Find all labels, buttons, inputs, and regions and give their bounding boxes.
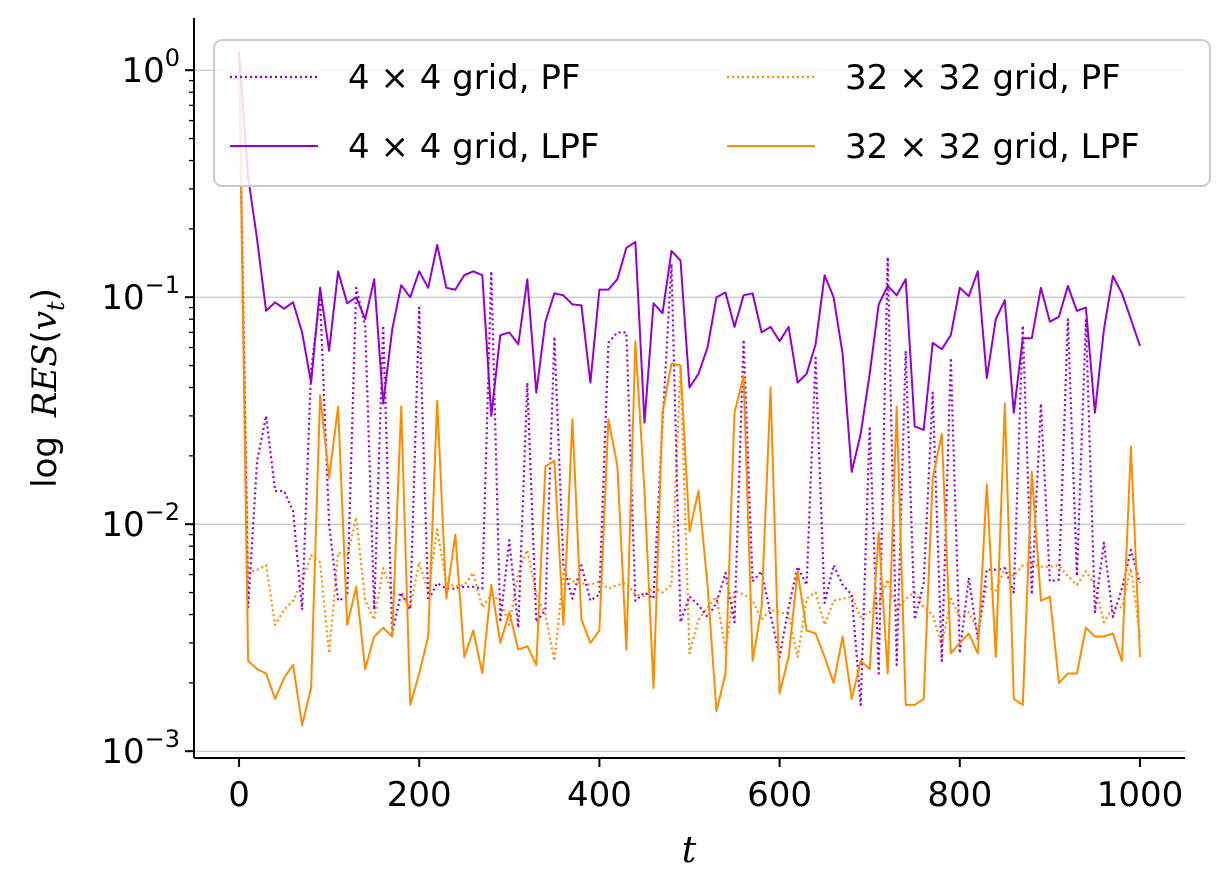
y-label-open: ( bbox=[25, 330, 65, 343]
series-line-3 bbox=[237, 52, 1142, 663]
y-tick-label: 10−1 bbox=[101, 271, 180, 318]
x-tick-label: 600 bbox=[747, 775, 812, 815]
y-tick-label: 100 bbox=[121, 44, 180, 91]
legend-box bbox=[213, 39, 1211, 187]
series-line-4 bbox=[238, 52, 1141, 727]
y-label-close: ) bbox=[25, 288, 65, 301]
legend-label-2: 4 × 4 grid, LPF bbox=[348, 127, 599, 167]
legend-label-1: 4 × 4 grid, PF bbox=[348, 58, 580, 98]
y-label-var: v bbox=[25, 311, 65, 330]
y-ticks: 100 10−1 10−2 10−3 bbox=[101, 44, 194, 772]
x-tick-label: 800 bbox=[927, 775, 992, 815]
y-label-sub: t bbox=[42, 301, 70, 311]
x-tick-label: 200 bbox=[387, 775, 452, 815]
x-tick-label: 0 bbox=[228, 775, 250, 815]
legend: 4 × 4 grid, PF 4 × 4 grid, LPF 32 × 32 gri… bbox=[213, 39, 1211, 187]
svg-text:log RES(vt): log RES(vt) bbox=[25, 288, 70, 488]
series-line-1 bbox=[237, 60, 1142, 707]
x-axis-label: t bbox=[682, 830, 697, 871]
y-label-func: RES bbox=[25, 344, 65, 419]
x-ticks: 0 200 400 600 800 1000 bbox=[228, 758, 1183, 815]
legend-label-4: 32 × 32 grid, LPF bbox=[845, 127, 1140, 167]
y-tick-label: 10−3 bbox=[101, 725, 180, 772]
x-tick-label: 400 bbox=[567, 775, 632, 815]
x-tick-label: 1000 bbox=[1097, 775, 1184, 815]
y-label-prefix: log bbox=[25, 436, 65, 488]
y-tick-label: 10−2 bbox=[101, 498, 180, 545]
series-line-2 bbox=[238, 52, 1141, 473]
y-axis-label: log RES(vt) bbox=[25, 288, 70, 488]
legend-label-3: 32 × 32 grid, PF bbox=[845, 58, 1121, 98]
series-layer bbox=[237, 52, 1142, 727]
